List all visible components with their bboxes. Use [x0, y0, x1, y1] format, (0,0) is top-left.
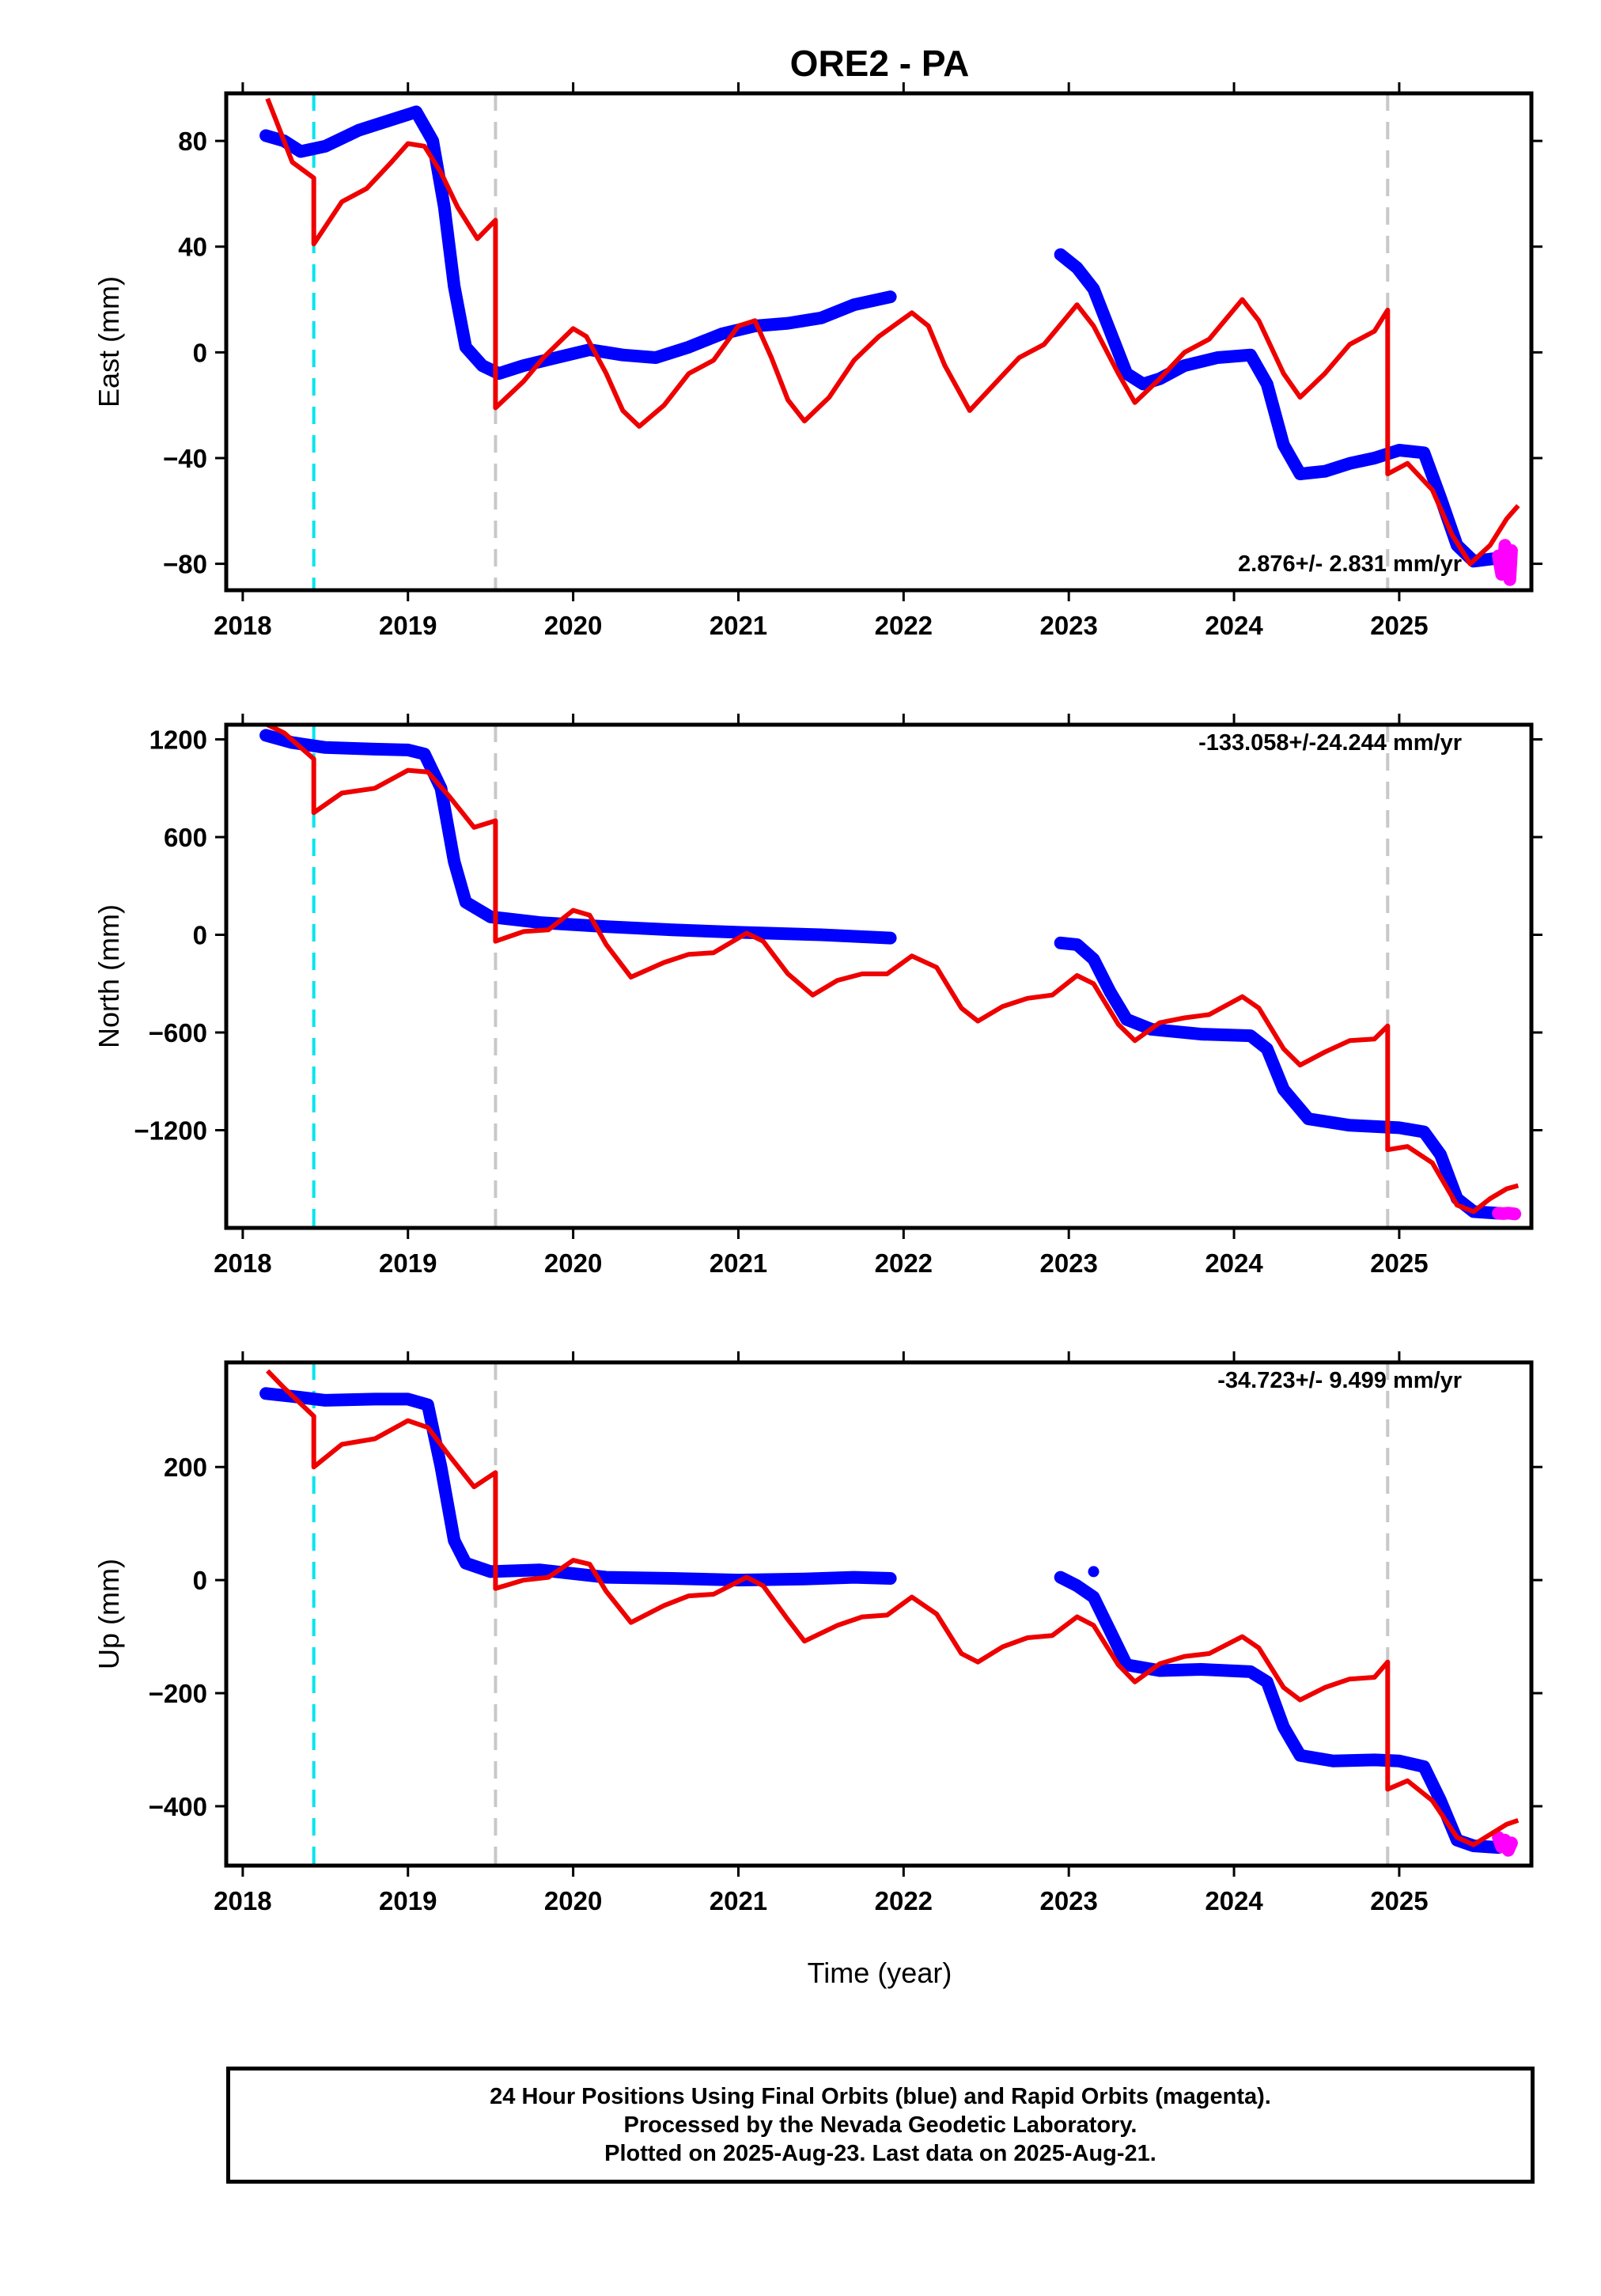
x-tick-label: 2023: [1039, 1248, 1097, 1278]
plot-area: [259, 725, 1522, 1221]
plot-frame: [224, 91, 1534, 593]
final-orbit-points: [1054, 936, 1505, 1220]
x-tick-label: 2025: [1370, 611, 1428, 640]
final-orbit-points: [1088, 1566, 1100, 1578]
rate-annotation: -133.058+/-24.244 mm/yr: [1198, 730, 1462, 756]
y-tick-label: 0: [193, 338, 207, 367]
x-tick-label: 2020: [544, 1248, 602, 1278]
panel-3: 2018 2019 2020 2021 2022 2023 2024 2025 −400 −200…: [93, 1351, 1542, 1915]
x-tick-label: 2025: [1370, 1886, 1428, 1915]
plot-area: [259, 97, 1520, 586]
footer-line: 24 Hour Positions Using Final Orbits (bl…: [490, 2084, 1271, 2109]
plot-frame: [224, 1360, 1534, 1868]
final-orbit-points: [1054, 1570, 1505, 1855]
x-tick-label: 2020: [544, 611, 602, 640]
x-tick-label: 2022: [875, 1886, 933, 1915]
x-tick-label: 2024: [1205, 611, 1263, 640]
panel-2: 2018 2019 2020 2021 2022 2023 2024 2025 −1200 −60…: [93, 714, 1542, 1278]
plot-area: [259, 1369, 1520, 1857]
rapid-orbit-points: [1492, 539, 1518, 586]
y-tick-label: 1200: [150, 726, 207, 755]
final-orbit-points: [259, 729, 897, 945]
footer-line: Plotted on 2025-Aug-23. Last data on 202…: [604, 2141, 1156, 2166]
y-tick-label: −200: [149, 1679, 207, 1708]
x-tick-label: 2019: [379, 611, 437, 640]
x-tick-label: 2019: [379, 1248, 437, 1278]
model-line: [265, 97, 1520, 566]
y-axis-title: Up (mm): [93, 1559, 125, 1669]
final-orbit-points: [1054, 248, 1502, 568]
y-axis-title: East (mm): [93, 276, 125, 407]
y-tick-label: 80: [178, 127, 207, 156]
y-tick-label: −600: [149, 1018, 207, 1048]
x-tick-label: 2018: [214, 611, 271, 640]
panel-1: 2018 2019 2020 2021 2022 2023 2024 2025 −80 −40 0 4…: [93, 82, 1542, 640]
footer-box: 24 Hour Positions Using Final Orbits (bl…: [226, 2067, 1535, 2184]
rapid-orbit-points: [1492, 1831, 1518, 1857]
y-tick-label: −400: [149, 1792, 207, 1821]
x-tick-label: 2021: [710, 1248, 767, 1278]
x-tick-label: 2020: [544, 1886, 602, 1915]
x-tick-label: 2022: [875, 1248, 933, 1278]
y-tick-label: −1200: [134, 1116, 207, 1146]
y-tick-label: 40: [178, 233, 207, 262]
panels: 2018 2019 2020 2021 2022 2023 2024 2025−80−4004…: [93, 82, 1542, 1915]
y-axis-title: North (mm): [93, 904, 125, 1048]
x-tick-label: 2022: [875, 611, 933, 640]
x-tick-label: 2019: [379, 1886, 437, 1915]
rapid-orbit-points: [1492, 1207, 1522, 1221]
x-tick-label: 2018: [214, 1886, 271, 1915]
model-line: [266, 725, 1520, 1214]
y-tick-label: 600: [164, 823, 207, 852]
x-tick-label: 2024: [1205, 1886, 1263, 1915]
plot-frame: [224, 722, 1534, 1230]
y-tick-label: 200: [164, 1453, 207, 1482]
final-orbit-points: [259, 1387, 897, 1587]
x-tick-label: 2025: [1370, 1248, 1428, 1278]
x-tick-label: 2024: [1205, 1248, 1263, 1278]
x-tick-label: 2023: [1039, 611, 1097, 640]
x-tick-label: 2021: [710, 611, 767, 640]
y-tick-label: 0: [193, 921, 207, 950]
x-axis-title: Time (year): [808, 1957, 952, 1989]
x-tick-label: 2023: [1039, 1886, 1097, 1915]
rate-annotation: 2.876+/- 2.831 mm/yr: [1238, 551, 1462, 577]
x-tick-label: 2021: [710, 1886, 767, 1915]
x-tick-label: 2018: [214, 1248, 271, 1278]
rate-annotation: -34.723+/- 9.499 mm/yr: [1217, 1368, 1462, 1393]
y-tick-label: −80: [163, 550, 207, 579]
plot-title: ORE2 - PA: [790, 43, 970, 84]
model-line: [266, 1369, 1520, 1847]
y-tick-label: −40: [163, 444, 207, 473]
y-tick-label: 0: [193, 1566, 207, 1595]
footer-line: Processed by the Nevada Geodetic Laborat…: [623, 2112, 1137, 2138]
